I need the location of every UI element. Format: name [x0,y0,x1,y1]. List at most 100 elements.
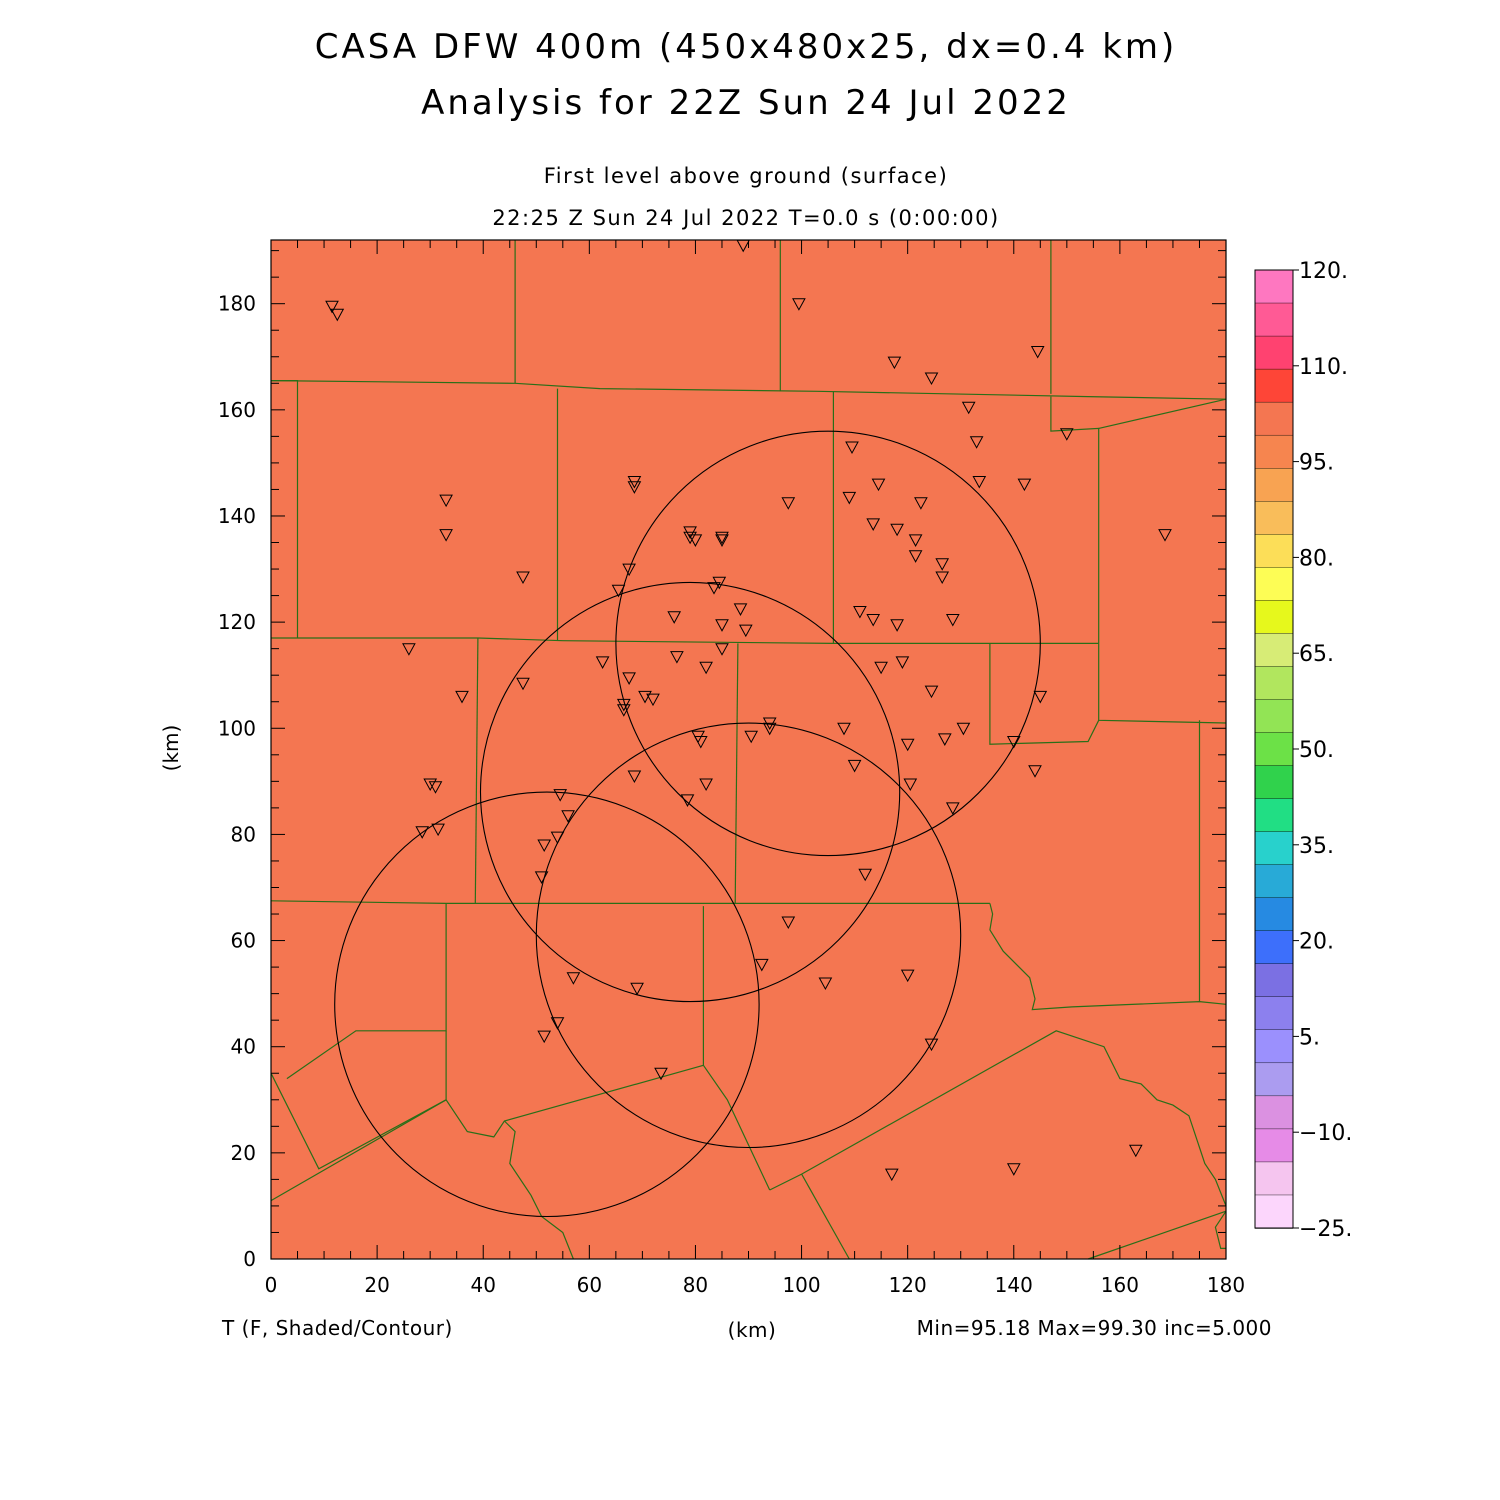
county-line [1087,1210,1227,1260]
colorbar-label: 120. [1299,259,1348,284]
station-marker [890,619,904,632]
x-tick-label: 100 [782,1273,820,1297]
colorbar-swatch [1254,401,1294,436]
colorbar-swatch [1254,468,1294,502]
colorbar-swatch [1254,335,1294,370]
station-marker [781,916,796,930]
station-marker [874,661,888,675]
station-marker [715,619,729,632]
title-line2: Analysis for 22Z Sun 24 Jul 2022 [421,83,1071,123]
colorbar-label: 35. [1299,834,1334,859]
station-marker [431,823,445,837]
station-marker [837,722,851,736]
station-marker [845,441,859,455]
county-line [270,380,1227,400]
station-marker [537,1030,552,1044]
station-marker [707,582,721,595]
colorbar-swatch [1254,1194,1294,1229]
y-tick-label: 60 [231,929,256,953]
station-marker [616,704,631,717]
station-marker [654,1067,668,1081]
axis-ticks [270,240,1227,1260]
radar-ring [535,722,962,1149]
station-markers [325,239,1172,1182]
county-line [270,1064,771,1202]
county-line [474,637,479,904]
county-line [989,643,1100,745]
title-line1: CASA DFW 400m (450x480x25, dx=0.4 km) [315,27,1178,67]
variable-label: T (F, Shaded/Contour) [221,1316,453,1340]
station-marker [935,571,950,585]
county-line [286,903,447,1080]
y-tick-label: 160 [218,398,256,422]
station-marker [699,661,713,675]
y-tick-label: 120 [218,610,256,634]
county-line [270,1072,447,1170]
station-marker [924,685,939,699]
station-marker [402,643,416,656]
station-marker [853,606,867,619]
station-marker [680,794,695,807]
colorbar-label: 5. [1299,1025,1320,1050]
colorbar-swatch [1254,996,1294,1031]
colorbar-label: −10. [1299,1121,1352,1146]
station-marker [1158,529,1172,542]
station-marker [455,690,469,704]
station-marker [866,614,881,627]
station-marker [1128,1144,1143,1158]
colorbar-swatch [1254,633,1294,668]
station-marker [887,356,902,370]
colorbar-swatch [1254,1095,1294,1130]
station-marker [699,778,713,792]
colorbar-swatch [1254,1029,1294,1064]
x-tick-label: 0 [265,1273,278,1297]
station-marker [550,1017,565,1030]
colorbar-label: 95. [1299,451,1334,476]
colorbar-label: 50. [1299,738,1334,763]
colorbar-swatch [1254,302,1294,337]
station-marker [903,778,918,792]
county-line [1098,398,1227,429]
station-marker [890,523,904,537]
station-marker [866,518,881,531]
radar-ring [334,791,760,1218]
station-marker [561,810,575,823]
x-tick-label: 20 [364,1273,389,1297]
station-marker [1006,1163,1021,1176]
y-tick-label: 180 [218,292,256,316]
field-stats: Min=95.18 Max=99.30 inc=5.000 [917,1316,1272,1340]
colorbar-swatch [1254,897,1294,932]
temperature-field [271,240,1226,1259]
colorbar-swatch [1254,1062,1294,1097]
colorbar-label: 20. [1299,930,1334,955]
plot-area [270,239,1227,1260]
county-line [503,1120,574,1260]
station-marker [762,722,777,736]
radar-ring [479,581,901,1003]
station-marker [908,550,923,563]
y-tick-label: 40 [231,1035,256,1059]
station-marker [516,571,530,585]
x-tick-label: 140 [995,1273,1033,1297]
county-line [734,643,739,904]
colorbar-label: 80. [1299,546,1334,571]
county-line [270,900,990,905]
y-axis-label: (km) [159,725,183,772]
colorbar-swatch [1254,765,1294,800]
colorbar-swatch [1254,600,1294,635]
station-marker [842,491,857,505]
colorbar-swatch [1254,1128,1294,1163]
station-marker [667,611,682,624]
y-tick-labels: 0 20 40 60 80 100 120 140 160 180 [218,292,256,1271]
colorbar-swatch [1254,567,1294,602]
station-marker [738,624,753,638]
station-marker [945,614,960,627]
station-marker [439,494,453,508]
station-marker [550,831,565,845]
station-marker [516,677,530,691]
county-boundaries [270,240,1227,1260]
y-tick-label: 0 [243,1247,256,1271]
station-marker [744,730,759,744]
level-label: First level above ground (surface) [544,164,949,188]
